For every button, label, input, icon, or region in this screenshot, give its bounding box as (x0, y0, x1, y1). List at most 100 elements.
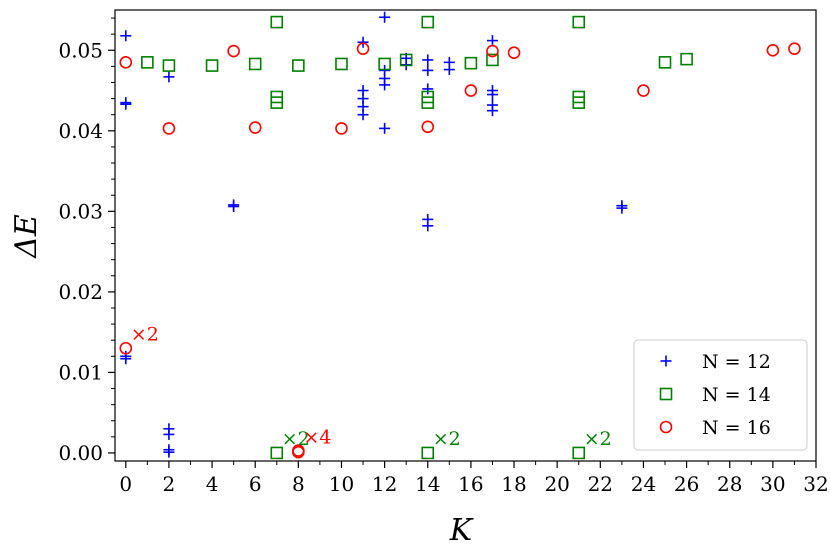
data-point (335, 57, 348, 71)
series-2 (141, 15, 693, 460)
multiplicity-annotation: ×2 (584, 428, 612, 450)
data-point (270, 446, 284, 460)
data-point (572, 15, 586, 29)
data-point (119, 341, 133, 355)
data-point (486, 53, 499, 67)
legend-marker (660, 355, 672, 367)
data-point (292, 59, 305, 72)
x-tick-label: 24 (631, 472, 656, 496)
x-tick-label: 30 (760, 472, 785, 496)
data-point (637, 84, 650, 97)
legend-marker (659, 387, 673, 401)
data-point (507, 46, 521, 59)
data-point (205, 59, 219, 72)
multiplicity-annotation: ×2 (433, 428, 461, 450)
y-tick-label: 0.02 (58, 280, 103, 304)
data-point (335, 122, 348, 135)
series-1 (120, 11, 628, 458)
data-point (422, 220, 434, 232)
x-axis-label: K (449, 513, 474, 548)
x-tick-label: 22 (588, 472, 613, 496)
legend-item: N = 12 (660, 351, 771, 373)
x-tick-label: 14 (415, 472, 440, 496)
data-point (658, 56, 672, 69)
data-point (443, 64, 455, 76)
multiplicity-annotation: ×2 (282, 428, 310, 450)
y-tick-label: 0.00 (58, 441, 103, 465)
y-tick-label: 0.05 (58, 38, 103, 62)
data-point (379, 122, 391, 134)
x-tick-label: 18 (501, 472, 526, 496)
data-point (227, 44, 240, 58)
y-axis: 0.00 0.01 0.02 0.03 0.04 0.05 (58, 17, 115, 465)
x-tick-label: 28 (717, 472, 742, 496)
legend-frame (633, 339, 808, 451)
data-point (486, 89, 498, 101)
legend-label: N = 14 (702, 384, 771, 406)
legend-label: N = 16 (702, 417, 771, 439)
data-point (163, 71, 175, 83)
data-point (421, 446, 435, 460)
data-point (616, 202, 628, 214)
x-tick-label: 16 (458, 472, 483, 496)
data-point (120, 30, 132, 42)
legend: N = 12 N = 14 N = 16 (633, 339, 808, 451)
data-point (357, 36, 369, 48)
x-tick-label: 6 (249, 472, 262, 496)
data-point (141, 56, 154, 69)
data-point (486, 35, 498, 47)
data-point (788, 42, 801, 55)
data-point (248, 121, 262, 134)
data-point (464, 84, 478, 97)
x-tick-label: 20 (544, 472, 569, 496)
multiplicity-annotation: ×4 (303, 426, 331, 448)
y-tick-label: 0.03 (58, 199, 103, 223)
data-point (270, 96, 284, 109)
data-point (162, 59, 176, 72)
data-point (120, 98, 132, 110)
x-tick-label: 10 (329, 472, 354, 496)
x-tick-label: 12 (372, 472, 397, 496)
y-tick-label: 0.01 (58, 360, 103, 384)
x-tick-label: 0 (119, 472, 132, 496)
data-point (270, 15, 284, 29)
data-point (422, 64, 434, 76)
x-tick-label: 2 (163, 472, 176, 496)
data-point (163, 428, 175, 440)
data-point (422, 54, 434, 66)
x-axis: 0 2 4 6 8 10 12 14 16 18 20 22 24 26 28 30 32 (119, 461, 829, 496)
x-tick-label: 26 (674, 472, 699, 496)
data-point (572, 446, 586, 460)
y-axis-label: ΔE (9, 214, 44, 259)
annotations: ×2×2×4 ×2 ×2 (131, 323, 612, 450)
data-point (766, 43, 780, 57)
x-tick-label: 32 (803, 472, 828, 496)
data-point (379, 11, 391, 23)
y-tick-label: 0.04 (58, 119, 103, 143)
series-3 (119, 42, 801, 459)
data-point (680, 52, 693, 66)
data-point (120, 353, 132, 365)
multiplicity-annotation: ×2 (131, 323, 159, 345)
legend-item: N = 16 (659, 417, 771, 439)
data-point (248, 57, 262, 71)
data-point (486, 44, 499, 58)
data-point (422, 83, 434, 95)
data-point (464, 56, 478, 70)
data-point (421, 120, 435, 134)
data-point (292, 445, 305, 459)
data-point (162, 122, 176, 135)
data-point (228, 201, 240, 213)
data-point (378, 57, 391, 71)
data-point (119, 56, 133, 69)
data-point (163, 446, 175, 458)
plot-frame (114, 9, 817, 462)
data-point (356, 42, 370, 55)
x-tick-label: 8 (292, 472, 305, 496)
plot-area (119, 11, 801, 460)
data-point (486, 105, 498, 117)
data-point (572, 96, 586, 109)
data-point (421, 96, 435, 109)
